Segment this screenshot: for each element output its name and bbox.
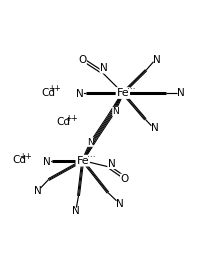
Text: N: N <box>153 55 160 65</box>
Text: ++: ++ <box>65 114 77 123</box>
Text: Cd: Cd <box>13 155 27 165</box>
Text: ++: ++ <box>48 84 61 93</box>
Text: Fe: Fe <box>117 88 129 98</box>
Text: ···: ··· <box>127 86 136 95</box>
Text: N: N <box>87 138 94 146</box>
Text: N: N <box>34 186 42 196</box>
Text: ++: ++ <box>19 152 32 161</box>
Text: Cd: Cd <box>42 88 55 98</box>
Text: Fe: Fe <box>76 156 89 166</box>
Text: O: O <box>78 55 86 65</box>
Text: ···: ··· <box>87 153 96 162</box>
Text: N: N <box>113 107 119 116</box>
Text: N: N <box>72 206 80 216</box>
Text: N: N <box>116 199 124 209</box>
Text: Cd: Cd <box>57 117 71 127</box>
Text: N: N <box>43 157 51 167</box>
Text: N: N <box>100 63 108 73</box>
Text: N: N <box>76 89 83 99</box>
Text: N: N <box>108 158 116 169</box>
Text: N: N <box>177 88 184 98</box>
Text: N: N <box>151 123 159 133</box>
Text: O: O <box>120 174 129 184</box>
